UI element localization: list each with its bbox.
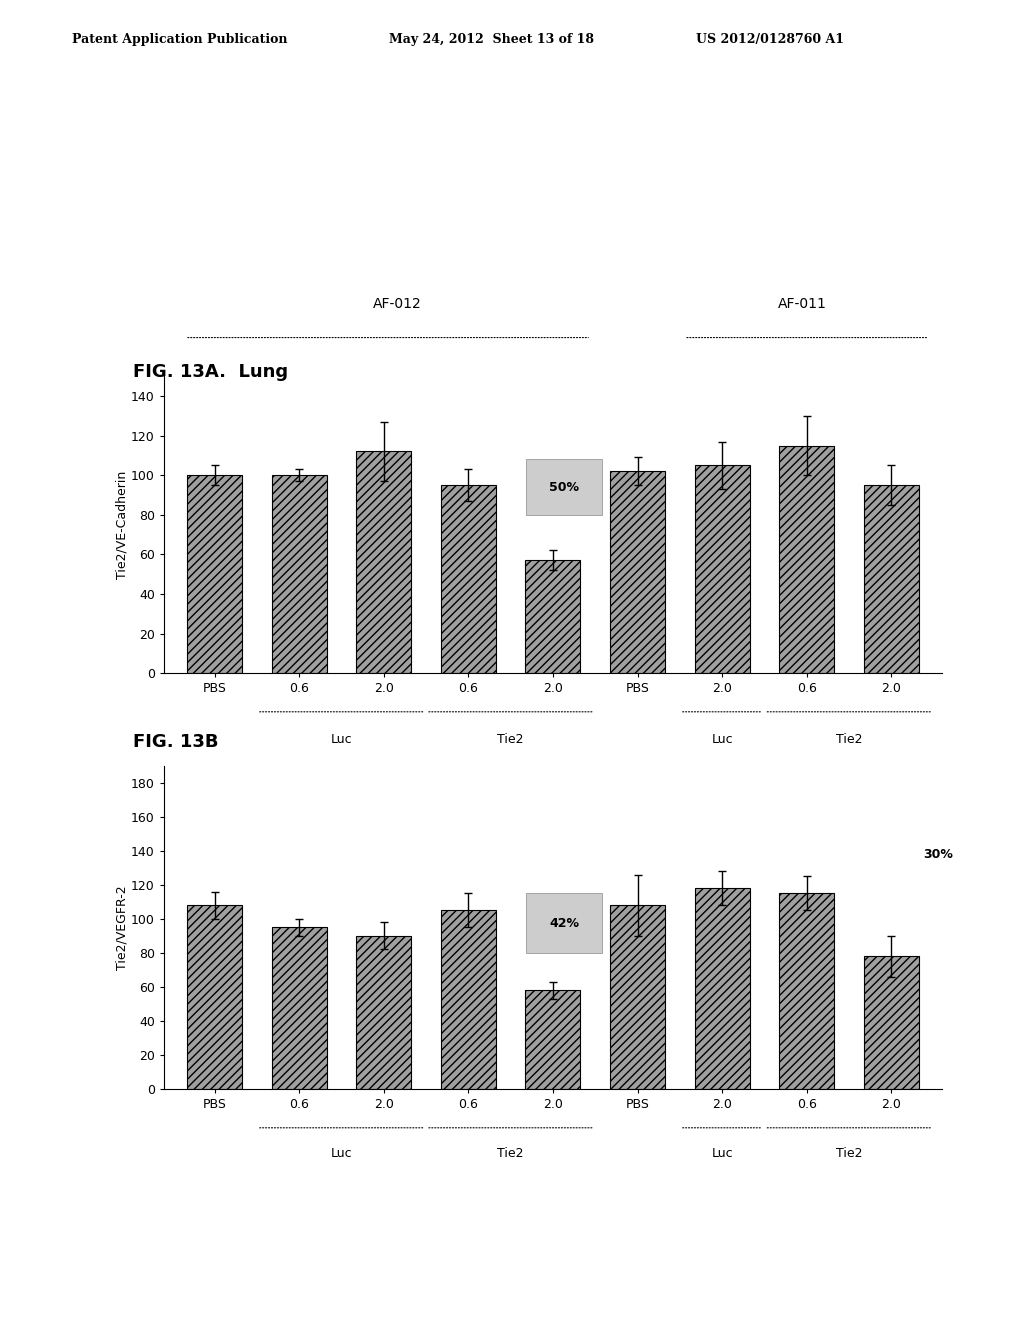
Bar — [187, 906, 242, 1089]
Text: Tie2: Tie2 — [498, 733, 524, 746]
Bar — [694, 465, 750, 673]
Bar — [610, 906, 665, 1089]
Bar — [356, 936, 412, 1089]
FancyBboxPatch shape — [526, 459, 602, 515]
Bar — [610, 471, 665, 673]
Bar — [864, 486, 919, 673]
Text: Tie2: Tie2 — [836, 1147, 862, 1160]
Text: Luc: Luc — [331, 733, 352, 746]
Text: Tie2: Tie2 — [836, 733, 862, 746]
Bar — [779, 894, 835, 1089]
Bar — [187, 475, 242, 673]
Bar — [441, 486, 496, 673]
Bar — [271, 475, 327, 673]
Text: Luc: Luc — [712, 733, 733, 746]
Bar — [864, 956, 919, 1089]
Bar — [525, 990, 581, 1089]
Text: AF-011: AF-011 — [777, 297, 826, 312]
Text: AF-012: AF-012 — [373, 297, 422, 312]
Y-axis label: Tie2/VE-Cadherin: Tie2/VE-Cadherin — [115, 470, 128, 579]
Bar — [271, 928, 327, 1089]
Text: Luc: Luc — [712, 1147, 733, 1160]
Text: Patent Application Publication: Patent Application Publication — [72, 33, 287, 46]
Bar — [525, 560, 581, 673]
Bar — [441, 911, 496, 1089]
Y-axis label: Tie2/VEGFR-2: Tie2/VEGFR-2 — [115, 884, 128, 970]
Text: 50%: 50% — [549, 480, 579, 494]
Bar — [694, 888, 750, 1089]
Text: May 24, 2012  Sheet 13 of 18: May 24, 2012 Sheet 13 of 18 — [389, 33, 594, 46]
Text: 42%: 42% — [549, 917, 579, 931]
FancyBboxPatch shape — [526, 894, 602, 953]
Text: Tie2: Tie2 — [498, 1147, 524, 1160]
Text: 30%: 30% — [923, 847, 952, 861]
Text: US 2012/0128760 A1: US 2012/0128760 A1 — [696, 33, 845, 46]
Text: FIG. 13B: FIG. 13B — [133, 733, 218, 751]
Bar — [356, 451, 412, 673]
Bar — [779, 446, 835, 673]
Text: Luc: Luc — [331, 1147, 352, 1160]
Text: FIG. 13A.  Lung: FIG. 13A. Lung — [133, 363, 288, 381]
